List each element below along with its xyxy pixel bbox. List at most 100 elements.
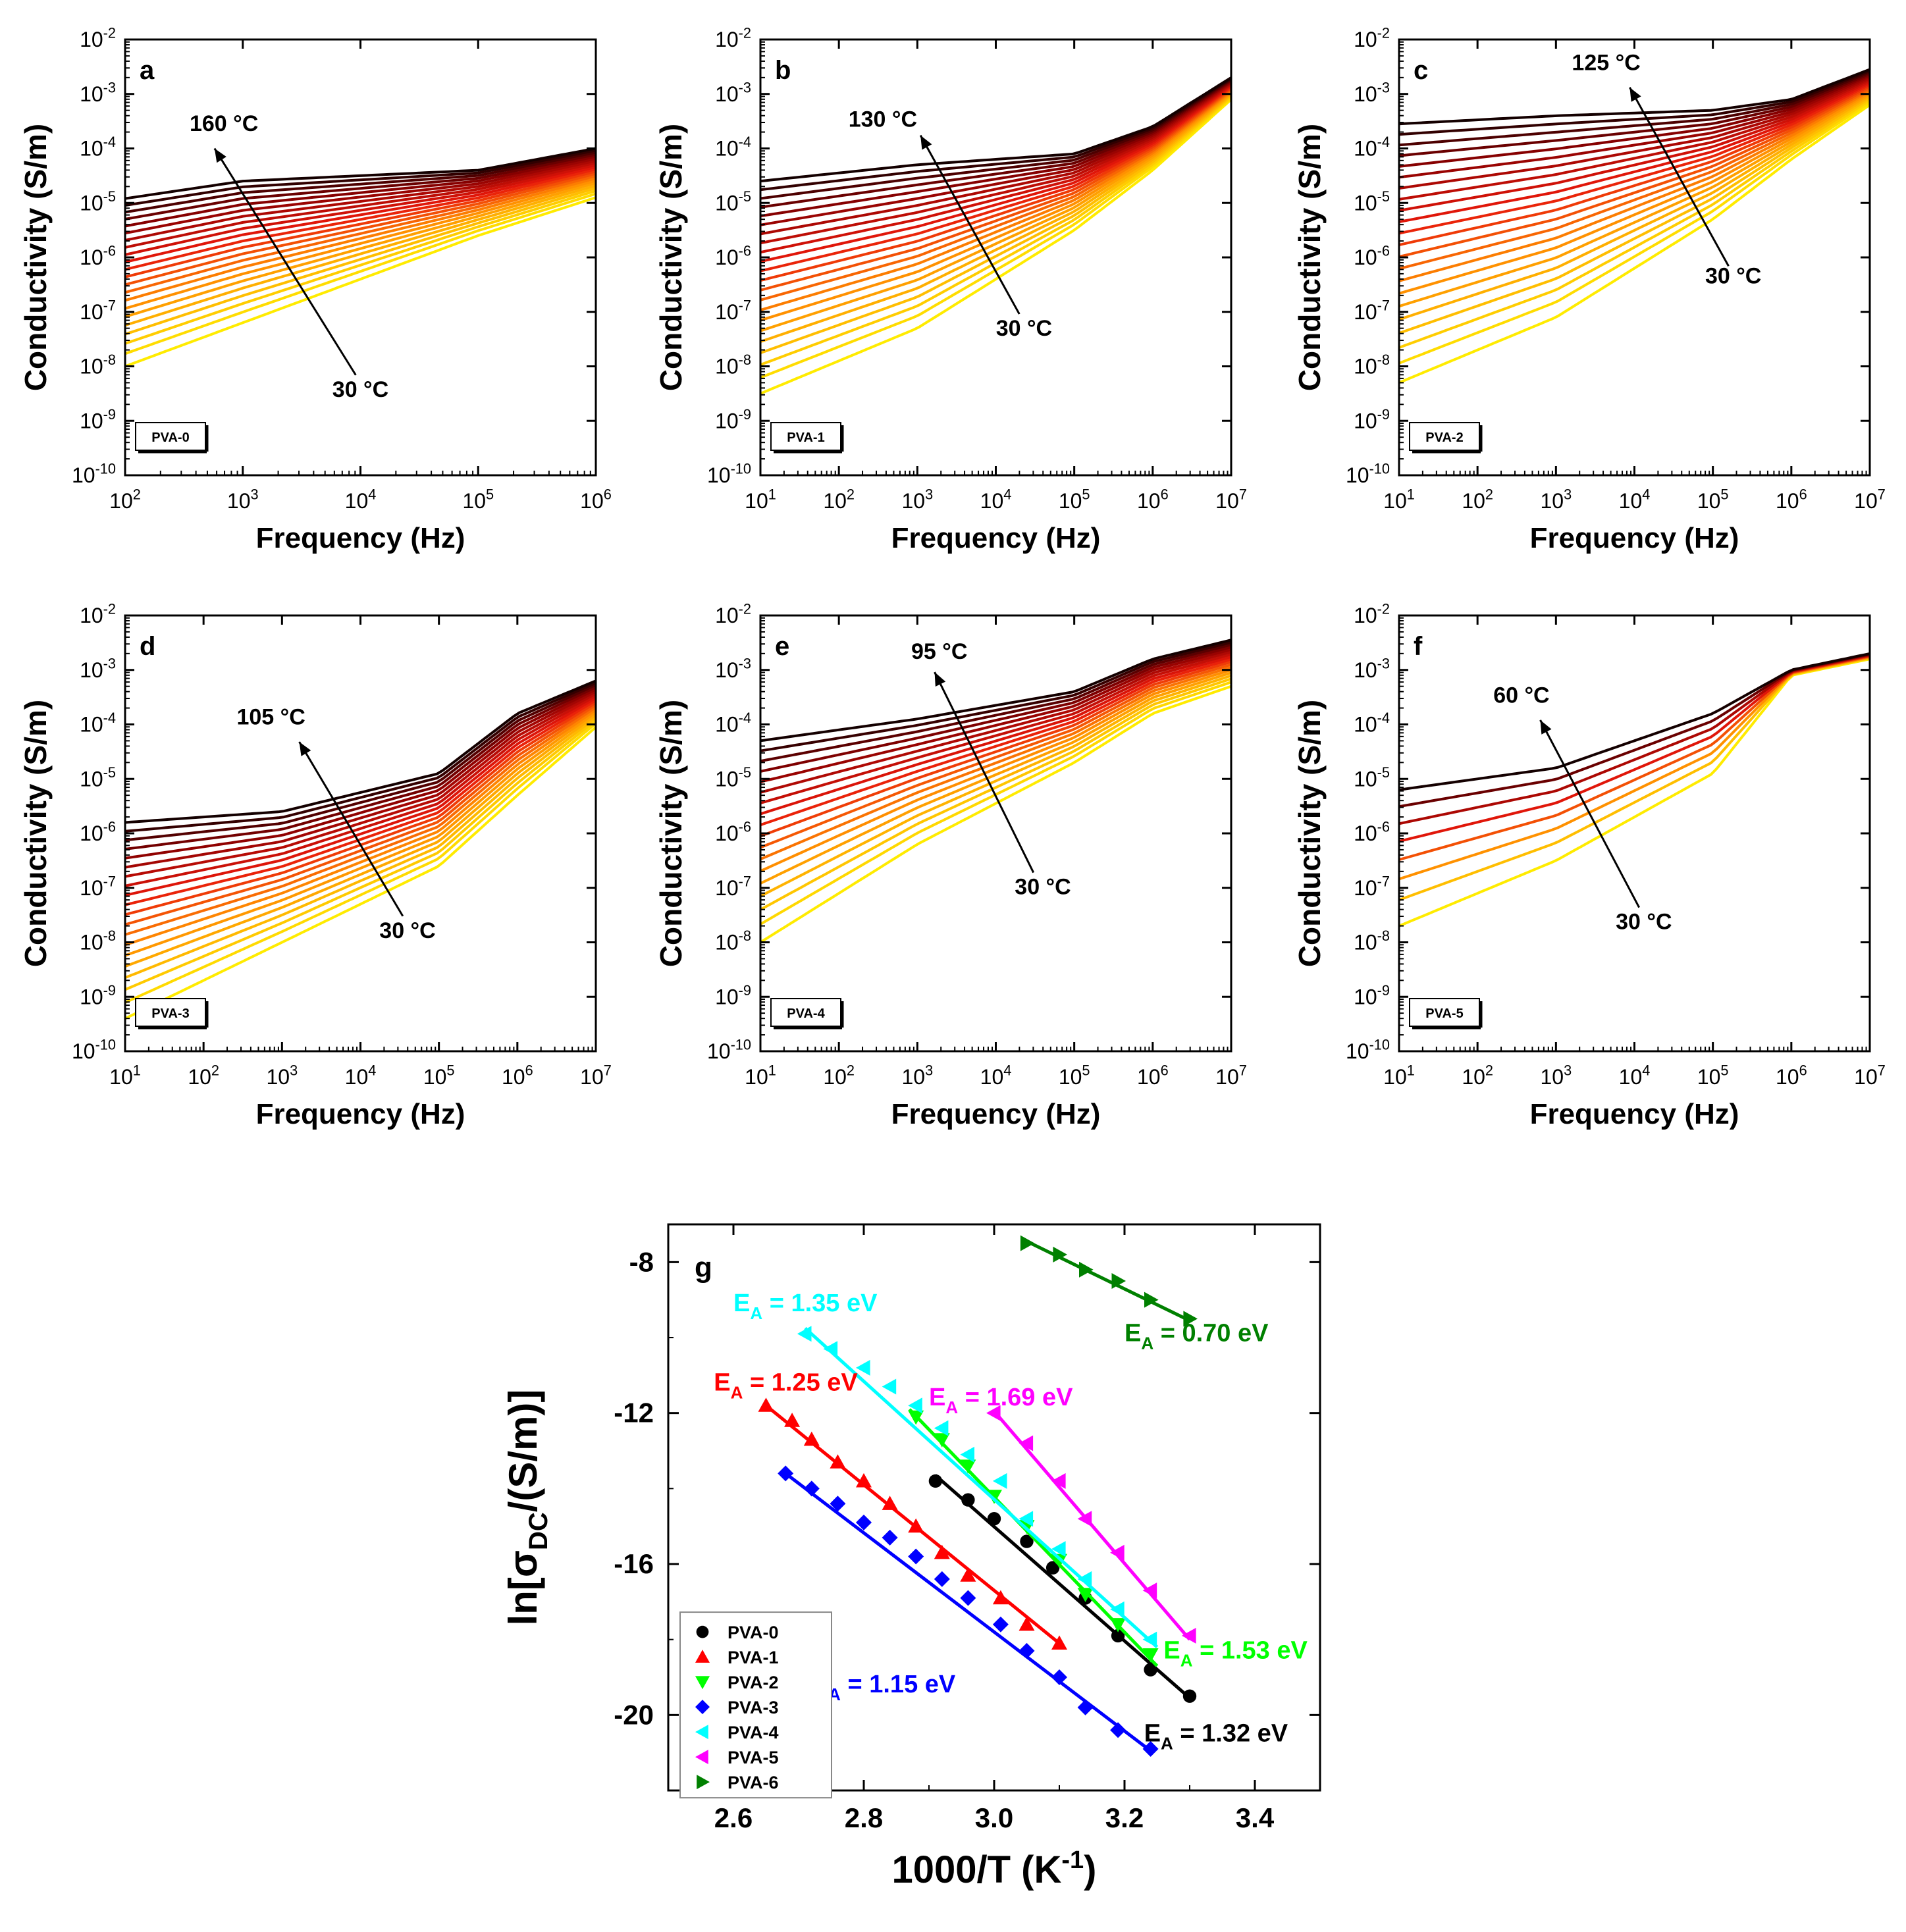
y-tick-label: 10-4 [80, 710, 116, 736]
temperature-curve [760, 82, 1232, 236]
data-point [992, 1473, 1007, 1489]
y-tick-label: 10-4 [1354, 134, 1390, 160]
temperature-curve [124, 157, 596, 235]
data-point [992, 1590, 1009, 1605]
arrow-head [920, 135, 932, 150]
y-tick-label: 10-10 [707, 1037, 751, 1063]
temperature-curve [1398, 88, 1870, 271]
data-point [856, 1473, 872, 1488]
data-point [1111, 1273, 1126, 1289]
y-tick-label: 10-10 [72, 1037, 116, 1063]
panel-letter: a [140, 56, 155, 85]
x-tick-label: 104 [980, 1062, 1012, 1089]
temperature-curve [1398, 71, 1870, 147]
temperature-arrow [919, 134, 1020, 315]
temperature-curve [124, 179, 596, 310]
x-tick-label: 104 [345, 486, 377, 513]
high-temperature-label: 60 °C [1493, 683, 1549, 708]
y-tick-label: 10-6 [715, 243, 751, 269]
data-point [1110, 1544, 1125, 1561]
x-tick-label: 107 [1215, 1062, 1247, 1089]
arrhenius-panel-g: 2.6 2.8 3.0 3.2 3.4 -8 -12 -16 -20 1000/T (K-1) ln… [501, 1223, 1321, 1891]
x-tick-label: 102 [109, 486, 141, 513]
temperature-arrow [1629, 87, 1730, 267]
temperature-curve [760, 650, 1232, 794]
x-tick-label: 106 [1776, 1062, 1807, 1089]
x-axis-label: 1000/T (K-1) [891, 1846, 1096, 1891]
temperature-curve [1398, 75, 1870, 179]
temperature-curve [760, 79, 1232, 209]
sample-tag: PVA-1 [787, 431, 824, 445]
data-point [1182, 1627, 1196, 1644]
temperature-curve [760, 663, 1232, 849]
y-tick-label: 10-3 [715, 79, 751, 105]
x-tick-label: 107 [1215, 486, 1247, 513]
temperature-curve [760, 639, 1232, 743]
y-tick-label: 10-5 [80, 764, 116, 791]
x-tick-label: 104 [1619, 1062, 1651, 1089]
temperature-curve [760, 658, 1232, 827]
x-tick-label: 104 [345, 1062, 377, 1089]
temperature-curve [1398, 103, 1871, 384]
arrow-head [1540, 719, 1552, 735]
temperature-curve [124, 706, 597, 936]
temperature-curve [1398, 652, 1870, 791]
y-tick-label: 10-2 [715, 601, 751, 627]
temperature-curve [760, 98, 1232, 395]
temperature-curve [1398, 86, 1870, 258]
temperature-curve [1398, 101, 1871, 365]
temperature-arrow [213, 147, 357, 376]
sample-tag-box [1409, 422, 1480, 451]
x-tick-label: 3.2 [1105, 1802, 1144, 1833]
x-tick-label: 106 [1137, 486, 1169, 513]
data-point [934, 1571, 950, 1587]
y-axis-label: Conductivity (S/m) [18, 124, 53, 391]
legend-entry: PVA-5 [728, 1748, 779, 1767]
panel-letter: b [775, 56, 791, 85]
y-tick-label: 10-7 [715, 873, 751, 899]
x-tick-label: 103 [901, 486, 933, 513]
temperature-curve [124, 161, 596, 249]
data-point [1144, 1292, 1159, 1308]
y-tick-label: 10-8 [80, 352, 116, 378]
y-tick-label: 10-2 [1354, 25, 1390, 51]
temperature-curve [124, 704, 597, 926]
data-point [961, 1493, 975, 1507]
y-tick-label: 10-10 [1346, 1037, 1390, 1063]
data-point [695, 1700, 710, 1715]
y-tick-label: 10-9 [715, 406, 751, 432]
data-point [758, 1397, 774, 1412]
temperature-curve [760, 78, 1232, 200]
sample-tag: PVA-3 [151, 1006, 189, 1021]
x-tick-label: 3.4 [1236, 1802, 1275, 1833]
data-point [1142, 1631, 1157, 1648]
x-axis-label: Frequency (Hz) [891, 522, 1101, 554]
high-temperature-label: 130 °C [849, 107, 917, 132]
legend: PVA-0 PVA-1 PVA-2 PVA-3 PVA-4 PVA-5 PVA-6 [679, 1611, 832, 1799]
data-point [1077, 1571, 1092, 1587]
data-point [1019, 1642, 1035, 1659]
data-point [823, 1341, 838, 1357]
temperature-curve [124, 153, 596, 221]
x-axis-label: Frequency (Hz) [256, 522, 465, 554]
temperature-curve [759, 685, 1232, 944]
data-point [934, 1433, 950, 1448]
temperature-curve [124, 726, 597, 1020]
legend-entry: PVA-6 [728, 1773, 779, 1792]
panel-letter: e [775, 632, 789, 661]
y-tick-label: 10-10 [1346, 461, 1390, 487]
temperature-curve [124, 692, 596, 878]
low-temperature-label: 30 °C [1015, 875, 1071, 900]
data-point [908, 1518, 924, 1533]
data-point [960, 1567, 976, 1582]
high-temperature-label: 160 °C [190, 111, 258, 136]
conductivity-panel-a: 10-10 10-9 10-8 10-7 10-6 10-5 10-4 10-3 10-2 102… [18, 25, 612, 554]
x-tick-label: 106 [1137, 1062, 1169, 1089]
data-point [695, 1676, 710, 1690]
data-point [960, 1446, 974, 1463]
temperature-curve [124, 711, 597, 957]
conductivity-panel-d: 10-10 10-9 10-8 10-7 10-6 10-5 10-4 10-3 10-2 101… [18, 601, 612, 1130]
x-tick-label: 104 [1619, 486, 1651, 513]
data-point [1111, 1629, 1125, 1643]
